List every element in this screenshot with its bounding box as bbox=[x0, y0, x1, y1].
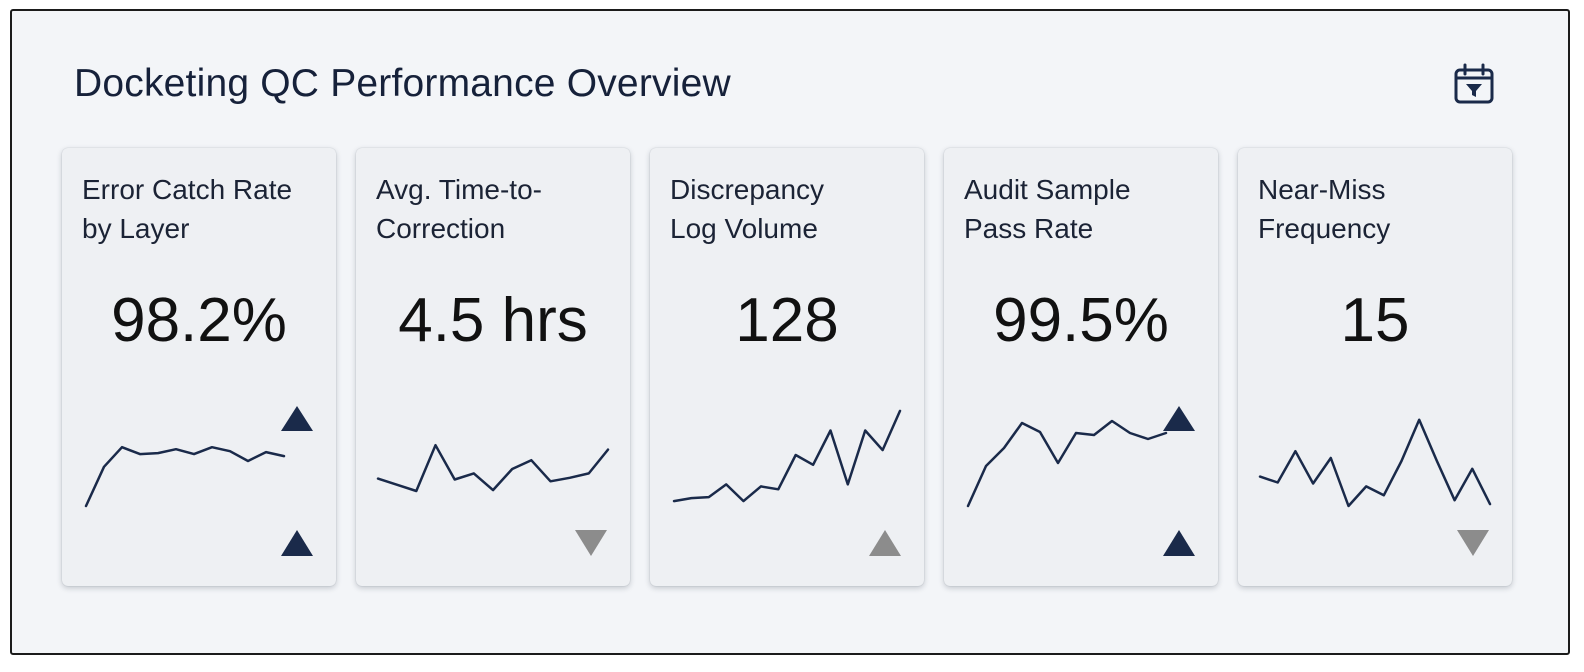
kpi-card-audit-sample-pass-rate[interactable]: Audit Sample Pass Rate 99.5% bbox=[944, 148, 1218, 586]
kpi-card-label: Discrepancy Log Volume bbox=[670, 170, 910, 248]
kpi-label-line2: Correction bbox=[376, 213, 506, 244]
kpi-card-label: Audit Sample Pass Rate bbox=[964, 170, 1204, 248]
trend-down-icon bbox=[1457, 530, 1489, 556]
kpi-label-line1: Audit Sample bbox=[964, 174, 1131, 205]
kpi-label-line1: Discrepancy bbox=[670, 174, 825, 205]
trend-down-icon bbox=[575, 530, 607, 556]
kpi-value: 128 bbox=[735, 286, 839, 355]
dashboard-panel: Docketing QC Performance Overview Error … bbox=[10, 9, 1570, 655]
kpi-value: 15 bbox=[1340, 286, 1410, 355]
kpi-label-line2: by Layer bbox=[82, 213, 190, 244]
page-title: Docketing QC Performance Overview bbox=[74, 62, 731, 105]
kpi-label-line1: Near-Miss bbox=[1258, 174, 1386, 205]
inline-trend-up-icon bbox=[281, 406, 313, 431]
sparkline-series bbox=[84, 445, 286, 508]
kpi-card-row: Error Catch Rate by Layer 98.2% Avg. Tim… bbox=[62, 148, 1512, 586]
kpi-card-avg-time-to-correction[interactable]: Avg. Time-to- Correction 4.5 hrs bbox=[356, 148, 630, 586]
kpi-value: 4.5 hrs bbox=[398, 286, 588, 355]
calendar-filter-icon bbox=[1454, 63, 1494, 104]
kpi-label-line1: Error Catch Rate bbox=[82, 174, 293, 205]
date-filter-button[interactable] bbox=[1448, 59, 1500, 111]
kpi-card-near-miss-frequency[interactable]: Near-Miss Frequency 15 bbox=[1238, 148, 1512, 586]
kpi-label-line2: Log Volume bbox=[670, 213, 818, 244]
kpi-value: 98.2% bbox=[111, 286, 287, 355]
kpi-value: 99.5% bbox=[993, 286, 1169, 355]
kpi-label-line2: Pass Rate bbox=[964, 213, 1094, 244]
sparkline-series bbox=[672, 409, 902, 503]
inline-trend-up-icon bbox=[1163, 406, 1195, 431]
kpi-card-error-catch-rate[interactable]: Error Catch Rate by Layer 98.2% bbox=[62, 148, 336, 586]
kpi-card-discrepancy-log-volume[interactable]: Discrepancy Log Volume 128 bbox=[650, 148, 924, 586]
sparkline-series bbox=[376, 443, 610, 493]
sparkline-series bbox=[1258, 418, 1492, 508]
trend-up-icon bbox=[869, 530, 901, 556]
kpi-card-label: Near-Miss Frequency bbox=[1258, 170, 1498, 248]
trend-up-icon bbox=[1163, 530, 1195, 556]
trend-up-icon bbox=[281, 530, 313, 556]
kpi-card-label: Avg. Time-to- Correction bbox=[376, 170, 616, 248]
kpi-label-line1: Avg. Time-to- bbox=[376, 174, 542, 205]
sparkline-series bbox=[966, 419, 1168, 508]
kpi-label-line2: Frequency bbox=[1258, 213, 1391, 244]
kpi-card-label: Error Catch Rate by Layer bbox=[82, 170, 322, 248]
